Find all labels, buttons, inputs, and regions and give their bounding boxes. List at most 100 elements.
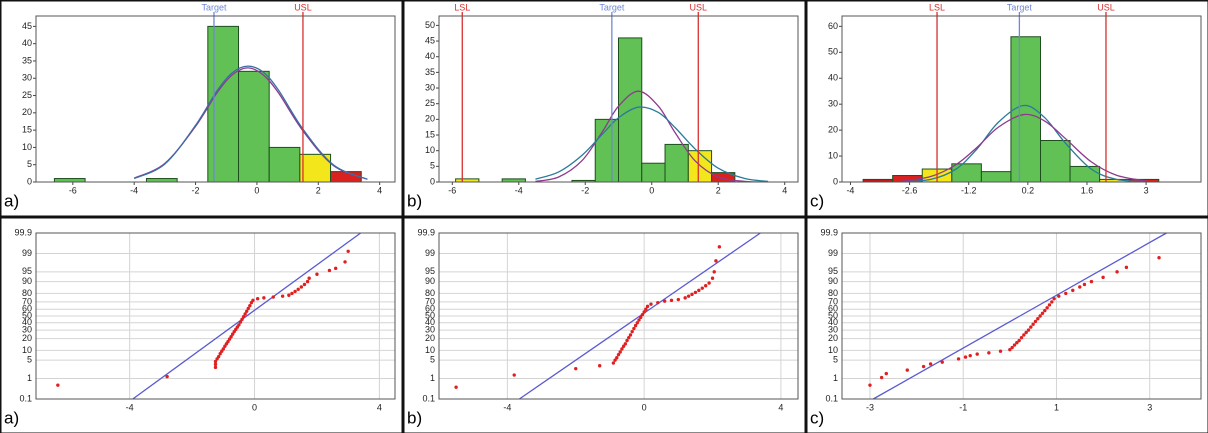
- point: [686, 294, 691, 298]
- y-tick-label: 50: [828, 310, 838, 320]
- point: [296, 287, 300, 291]
- plot-frame: [438, 15, 799, 183]
- point: [623, 342, 628, 346]
- y-tick-label: 10: [22, 345, 32, 355]
- panel-label: c): [810, 408, 824, 427]
- y-tick-label: 99.9: [820, 227, 838, 237]
- y-tick-label: 99: [828, 248, 838, 258]
- y-tick-label: 80: [828, 288, 838, 298]
- point: [712, 270, 716, 274]
- point: [305, 279, 310, 284]
- panel-label: a): [4, 191, 19, 210]
- reference-label: Target: [201, 2, 227, 12]
- point: [1115, 270, 1119, 274]
- y-tick-label: 40: [425, 317, 435, 327]
- y-tick-label: 15: [425, 129, 435, 139]
- panel: 0 5 10 15 20 25 30 35 40 45 50 -6 -4 -2 0 2 4 LSL Target US…: [403, 0, 806, 217]
- point: [237, 323, 241, 327]
- point: [717, 245, 722, 249]
- panel-border: [0, 217, 403, 433]
- panel-border: [806, 217, 1208, 433]
- plot-frame: [438, 232, 799, 400]
- fit-line: [872, 232, 1167, 400]
- y-tick-label: 99.9: [14, 227, 32, 237]
- fit-curve: [535, 106, 769, 182]
- reference-label: USL: [294, 2, 312, 12]
- point: [327, 268, 332, 273]
- y-tick-label: 60: [828, 21, 838, 31]
- point: [625, 338, 629, 343]
- y-tick-label: 0: [27, 176, 32, 186]
- y-tick-label: 50: [828, 47, 838, 57]
- point: [998, 349, 1003, 353]
- y-tick-label: 1: [430, 373, 435, 383]
- point: [1024, 330, 1028, 335]
- point: [640, 312, 645, 317]
- y-tick-label: 15: [22, 125, 32, 135]
- fit-curve: [535, 90, 769, 182]
- x-tick-label: 2: [316, 185, 321, 195]
- point: [246, 306, 250, 311]
- x-tick-label: 4: [782, 185, 787, 195]
- point: [627, 335, 631, 340]
- y-tick-label: 10: [22, 142, 32, 152]
- point: [676, 297, 681, 302]
- bar: [207, 25, 240, 182]
- point: [1045, 306, 1049, 310]
- point: [921, 364, 926, 369]
- y-tick-label: 20: [828, 333, 838, 343]
- panel: 0 10 20 30 40 50 60 -4 -2.6 -1.2 0.2 1.6 3 LSL Target U…: [806, 0, 1208, 217]
- point: [633, 323, 638, 328]
- x-tick-label: 3: [1144, 185, 1149, 195]
- point: [879, 375, 884, 380]
- x-tick-label: 3: [1147, 402, 1152, 412]
- point: [1017, 338, 1021, 343]
- point: [213, 359, 218, 364]
- point: [649, 302, 653, 306]
- reference-label: Target: [599, 2, 625, 12]
- y-tick-label: 0: [430, 176, 435, 186]
- point: [1019, 335, 1024, 340]
- y-tick-label: 70: [828, 296, 838, 306]
- point: [1036, 316, 1040, 321]
- y-tick-label: 0.1: [422, 393, 435, 403]
- point: [683, 296, 687, 300]
- x-tick-label: -4: [515, 185, 523, 195]
- point: [226, 339, 230, 344]
- bar: [641, 162, 666, 182]
- x-tick-label: -4: [126, 402, 134, 412]
- reference-label: LSL: [454, 2, 470, 12]
- point: [940, 360, 944, 364]
- y-tick-label: 90: [425, 276, 435, 286]
- y-tick-label: 25: [425, 98, 435, 108]
- y-tick-label: 0.1: [19, 393, 32, 403]
- point: [714, 259, 718, 263]
- point: [346, 249, 350, 253]
- point: [1050, 300, 1054, 304]
- bar: [145, 178, 178, 182]
- bar: [687, 150, 713, 182]
- point: [635, 321, 640, 325]
- point: [611, 361, 616, 365]
- point: [632, 326, 636, 331]
- point: [1064, 291, 1068, 296]
- x-tick-label: -1: [959, 402, 967, 412]
- x-tick-label: -4: [846, 185, 854, 195]
- x-tick-label: 1.6: [1081, 185, 1094, 195]
- y-tick-label: 30: [22, 324, 32, 334]
- point: [165, 374, 169, 379]
- x-tick-label: -4: [503, 402, 511, 412]
- point: [1029, 325, 1033, 329]
- point: [662, 299, 667, 303]
- point: [616, 352, 621, 357]
- point: [333, 266, 338, 271]
- y-tick-label: 45: [22, 21, 32, 31]
- point: [703, 284, 708, 288]
- panel-border: [403, 0, 806, 217]
- point: [963, 355, 968, 359]
- y-tick-label: 95: [828, 266, 838, 276]
- y-tick-label: 35: [22, 55, 32, 65]
